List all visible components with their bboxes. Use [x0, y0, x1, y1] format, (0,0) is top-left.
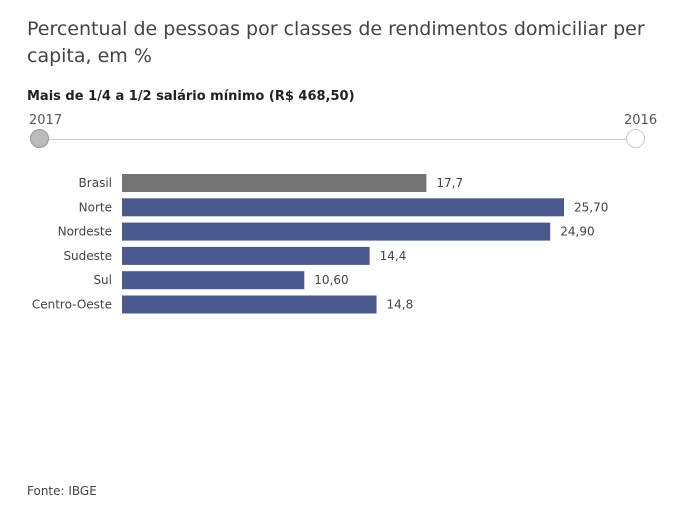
- value-label-brasil: 17,7: [436, 176, 463, 190]
- value-label-centro-oeste: 14,8: [387, 298, 414, 312]
- slider-knob-2016[interactable]: [626, 129, 645, 148]
- value-label-nordeste: 24,90: [560, 225, 594, 239]
- category-label-centro-oeste: Centro-Oeste: [32, 298, 112, 312]
- chart-subtitle: Mais de 1/4 a 1/2 salário mínimo (R$ 468…: [27, 89, 355, 104]
- slider-knob-2017[interactable]: [30, 129, 49, 148]
- category-label-sudeste: Sudeste: [63, 249, 112, 263]
- bar-brasil: [122, 174, 427, 192]
- category-label-norte: Norte: [79, 200, 112, 214]
- value-label-norte: 25,70: [574, 200, 608, 214]
- slider-track[interactable]: [40, 139, 636, 140]
- category-label-brasil: Brasil: [79, 176, 112, 190]
- category-label-sul: Sul: [93, 273, 112, 287]
- category-label-nordeste: Nordeste: [58, 225, 112, 239]
- value-label-sudeste: 14,4: [380, 249, 407, 263]
- chart-title: Percentual de pessoas por classes de ren…: [27, 18, 645, 67]
- bar-norte: [122, 198, 564, 217]
- slider-label-start: 2017: [29, 113, 63, 128]
- bar-nordeste: [122, 222, 551, 241]
- bar-centro-oeste: [122, 295, 377, 314]
- bar-chart: Brasil 17,7 Norte 25,70 Nordeste 24,90 Sudeste…: [32, 174, 608, 314]
- slider-label-end: 2016: [624, 113, 658, 128]
- source-note: Fonte: IBGE: [27, 484, 97, 498]
- value-label-sul: 10,60: [314, 273, 348, 287]
- bar-sul: [122, 271, 305, 290]
- bar-sudeste: [122, 246, 370, 265]
